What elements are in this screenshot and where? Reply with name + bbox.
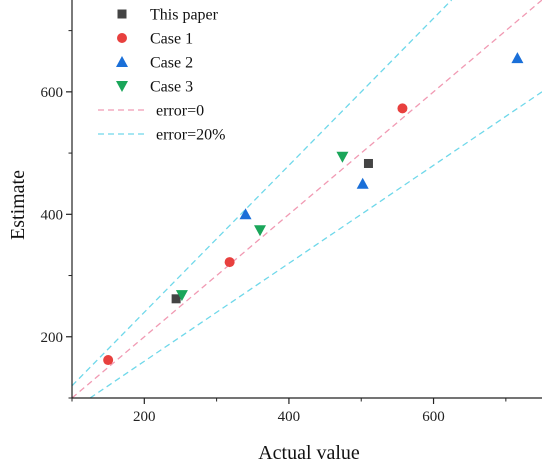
data-markers bbox=[103, 52, 524, 366]
data-point-series0-0 bbox=[171, 294, 181, 304]
legend-marker-1 bbox=[117, 33, 127, 43]
y-axis-title: Estimate bbox=[7, 170, 29, 240]
legend-marker-3 bbox=[116, 81, 128, 92]
legend-label: Case 3 bbox=[150, 79, 193, 96]
axis-ticks: 200 400 600 200 400 600 bbox=[41, 30, 507, 425]
legend-label: Case 1 bbox=[150, 31, 193, 48]
data-point-series3-1 bbox=[254, 225, 266, 237]
legend-label: error=0 bbox=[156, 103, 204, 120]
legend-label: Case 2 bbox=[150, 55, 193, 72]
data-point-series2-0 bbox=[239, 208, 252, 220]
legend: This paper Case 1 Case 2 Case 3 error=0 error… bbox=[98, 7, 225, 144]
legend-label: This paper bbox=[150, 7, 219, 24]
legend-marker-0 bbox=[117, 9, 127, 19]
reference-lines bbox=[72, 0, 542, 398]
reference-line-error-20-1 bbox=[89, 91, 542, 398]
reference-line-error-20-0 bbox=[72, 0, 453, 387]
data-point-series1-2 bbox=[397, 103, 408, 114]
x-tick-label: 400 bbox=[278, 409, 301, 425]
y-tick-label: 400 bbox=[41, 207, 64, 223]
y-tick-label: 200 bbox=[41, 330, 64, 346]
data-point-series0-1 bbox=[363, 158, 373, 168]
data-point-series3-2 bbox=[336, 151, 349, 163]
data-point-series1-0 bbox=[103, 355, 114, 366]
y-tick-label: 600 bbox=[41, 85, 64, 101]
legend-marker-2 bbox=[116, 56, 128, 67]
x-axis-title: Actual value bbox=[258, 442, 360, 464]
x-tick-label: 200 bbox=[133, 409, 156, 425]
data-point-series2-1 bbox=[356, 177, 369, 189]
reference-line-error-0-0 bbox=[72, 0, 542, 398]
data-point-series1-1 bbox=[224, 257, 235, 268]
data-point-series2-2 bbox=[511, 52, 524, 64]
legend-label: error=20% bbox=[156, 127, 225, 144]
x-tick-label: 600 bbox=[422, 409, 445, 425]
data-point-series3-0 bbox=[175, 290, 188, 302]
